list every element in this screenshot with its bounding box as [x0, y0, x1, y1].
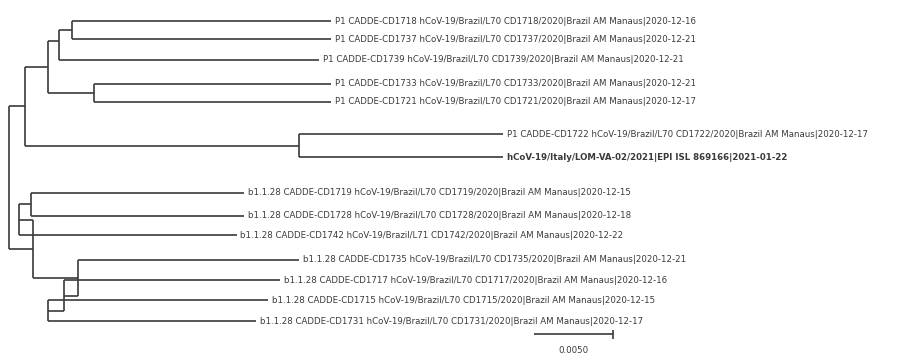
Text: hCoV-19/Italy/LOM-VA-02/2021|EPI ISL 869166|2021-01-22: hCoV-19/Italy/LOM-VA-02/2021|EPI ISL 869… — [507, 153, 788, 162]
Text: b1.1.28 CADDE-CD1735 hCoV-19/Brazil/L70 CD1735/2020|Brazil AM Manaus|2020-12-21: b1.1.28 CADDE-CD1735 hCoV-19/Brazil/L70 … — [303, 255, 687, 264]
Text: b1.1.28 CADDE-CD1728 hCoV-19/Brazil/L70 CD1728/2020|Brazil AM Manaus|2020-12-18: b1.1.28 CADDE-CD1728 hCoV-19/Brazil/L70 … — [248, 211, 632, 221]
Text: b1.1.28 CADDE-CD1717 hCoV-19/Brazil/L70 CD1717/2020|Brazil AM Manaus|2020-12-16: b1.1.28 CADDE-CD1717 hCoV-19/Brazil/L70 … — [284, 276, 667, 285]
Text: P1 CADDE-CD1721 hCoV-19/Brazil/L70 CD1721/2020|Brazil AM Manaus|2020-12-17: P1 CADDE-CD1721 hCoV-19/Brazil/L70 CD172… — [335, 97, 696, 106]
Text: P1 CADDE-CD1733 hCoV-19/Brazil/L70 CD1733/2020|Brazil AM Manaus|2020-12-21: P1 CADDE-CD1733 hCoV-19/Brazil/L70 CD173… — [335, 79, 696, 88]
Text: b1.1.28 CADDE-CD1742 hCoV-19/Brazil/L71 CD1742/2020|Brazil AM Manaus|2020-12-22: b1.1.28 CADDE-CD1742 hCoV-19/Brazil/L71 … — [240, 231, 624, 240]
Text: b1.1.28 CADDE-CD1731 hCoV-19/Brazil/L70 CD1731/2020|Brazil AM Manaus|2020-12-17: b1.1.28 CADDE-CD1731 hCoV-19/Brazil/L70 … — [260, 317, 644, 325]
Text: P1 CADDE-CD1737 hCoV-19/Brazil/L70 CD1737/2020|Brazil AM Manaus|2020-12-21: P1 CADDE-CD1737 hCoV-19/Brazil/L70 CD173… — [335, 35, 696, 44]
Text: b1.1.28 CADDE-CD1719 hCoV-19/Brazil/L70 CD1719/2020|Brazil AM Manaus|2020-12-15: b1.1.28 CADDE-CD1719 hCoV-19/Brazil/L70 … — [248, 188, 631, 197]
Text: b1.1.28 CADDE-CD1715 hCoV-19/Brazil/L70 CD1715/2020|Brazil AM Manaus|2020-12-15: b1.1.28 CADDE-CD1715 hCoV-19/Brazil/L70 … — [272, 296, 655, 305]
Text: P1 CADDE-CD1739 hCoV-19/Brazil/L70 CD1739/2020|Brazil AM Manaus|2020-12-21: P1 CADDE-CD1739 hCoV-19/Brazil/L70 CD173… — [323, 55, 683, 64]
Text: P1 CADDE-CD1718 hCoV-19/Brazil/L70 CD1718/2020|Brazil AM Manaus|2020-12-16: P1 CADDE-CD1718 hCoV-19/Brazil/L70 CD171… — [335, 17, 696, 26]
Text: 0.0050: 0.0050 — [559, 346, 589, 355]
Text: P1 CADDE-CD1722 hCoV-19/Brazil/L70 CD1722/2020|Brazil AM Manaus|2020-12-17: P1 CADDE-CD1722 hCoV-19/Brazil/L70 CD172… — [507, 130, 868, 139]
